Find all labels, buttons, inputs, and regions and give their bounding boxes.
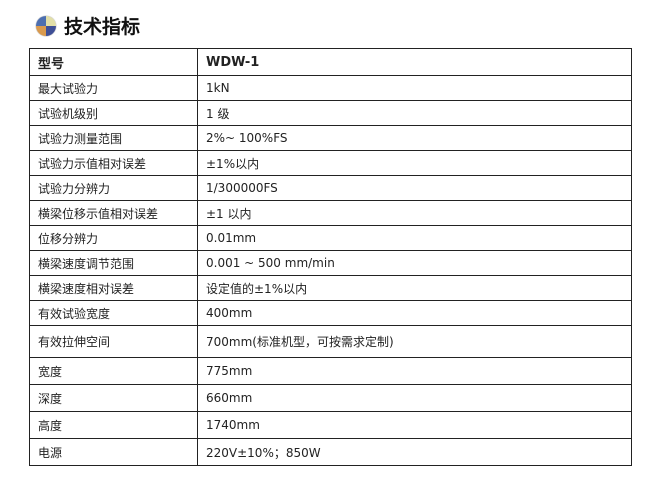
spec-key: 试验机级别 xyxy=(29,100,198,126)
spec-key: 有效拉伸空间 xyxy=(29,325,198,358)
spec-key: 有效试验宽度 xyxy=(29,300,198,326)
quadrant-ball-icon xyxy=(36,15,56,36)
spec-key: 试验力分辨力 xyxy=(29,175,198,201)
table-row: 横梁位移示值相对误差 ±1 以内 xyxy=(29,200,632,226)
spec-key: 最大试验力 xyxy=(29,75,198,101)
table-row: 试验力示值相对误差 ±1%以内 xyxy=(29,150,632,176)
spec-value: ±1%以内 xyxy=(197,150,632,176)
table-row: 试验力测量范围 2%~ 100%FS xyxy=(29,125,632,151)
spec-key: 位移分辨力 xyxy=(29,225,198,251)
spec-value: 1 级 xyxy=(197,100,632,126)
spec-value: 设定值的±1%以内 xyxy=(197,275,632,301)
spec-table: 型号 WDW-1 最大试验力 1kN 试验机级别 1 级试验力测量范围 2%~ 100%… xyxy=(29,48,632,466)
table-row: 横梁速度调节范围 0.001 ~ 500 mm/min xyxy=(29,250,632,276)
spec-value: WDW-1 xyxy=(197,48,632,76)
table-row: 宽度 775mm xyxy=(29,357,632,385)
page-title: 技术指标 xyxy=(64,16,141,38)
spec-value: 660mm xyxy=(197,384,632,412)
spec-value: 1/300000FS xyxy=(197,175,632,201)
spec-key: 宽度 xyxy=(29,357,198,385)
spec-key: 电源 xyxy=(29,438,198,466)
spec-value: 220V±10%；850W xyxy=(197,438,632,466)
spec-value: 400mm xyxy=(197,300,632,326)
spec-value: 1740mm xyxy=(197,411,632,439)
table-row: 最大试验力 1kN xyxy=(29,75,632,101)
table-row: 试验力分辨力 1/300000FS xyxy=(29,175,632,201)
table-row: 试验机级别 1 级 xyxy=(29,100,632,126)
spec-key: 高度 xyxy=(29,411,198,439)
table-row: 高度 1740mm xyxy=(29,411,632,439)
spec-key: 深度 xyxy=(29,384,198,412)
spec-key: 试验力示值相对误差 xyxy=(29,150,198,176)
spec-value: 1kN xyxy=(197,75,632,101)
spec-key: 横梁速度相对误差 xyxy=(29,275,198,301)
spec-value: 775mm xyxy=(197,357,632,385)
spec-value: ±1 以内 xyxy=(197,200,632,226)
table-row: 深度 660mm xyxy=(29,384,632,412)
spec-key: 型号 xyxy=(29,48,198,76)
table-row: 有效拉伸空间 700mm(标准机型，可按需求定制) xyxy=(29,325,632,358)
spec-value: 0.01mm xyxy=(197,225,632,251)
spec-value: 700mm(标准机型，可按需求定制) xyxy=(197,325,632,358)
table-row: 电源 220V±10%；850W xyxy=(29,438,632,466)
spec-key: 横梁速度调节范围 xyxy=(29,250,198,276)
table-header-row: 型号 WDW-1 xyxy=(29,48,632,76)
spec-value: 0.001 ~ 500 mm/min xyxy=(197,250,632,276)
table-row: 位移分辨力 0.01mm xyxy=(29,225,632,251)
table-row: 横梁速度相对误差 设定值的±1%以内 xyxy=(29,275,632,301)
spec-key: 横梁位移示值相对误差 xyxy=(29,200,198,226)
spec-key: 试验力测量范围 xyxy=(29,125,198,151)
spec-value: 2%~ 100%FS xyxy=(197,125,632,151)
section-title: 技术指标 xyxy=(36,12,140,39)
table-row: 有效试验宽度 400mm xyxy=(29,300,632,326)
